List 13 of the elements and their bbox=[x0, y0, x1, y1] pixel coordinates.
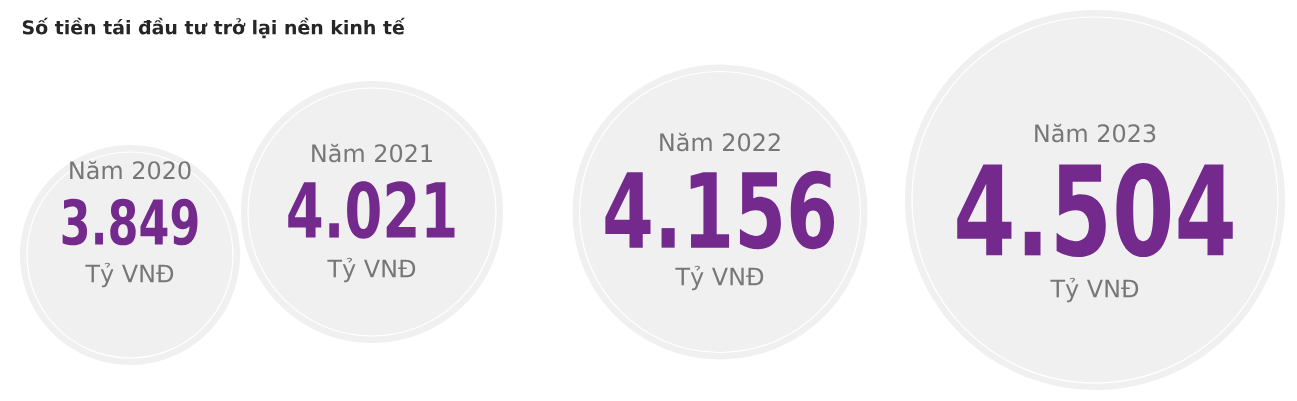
category-label: Năm 2022 bbox=[660, 132, 780, 152]
category-label: Năm 2020 bbox=[70, 160, 191, 180]
data-label: 4.504 bbox=[957, 162, 1233, 258]
text: Tỷ VNĐ bbox=[675, 265, 764, 291]
text: Tỷ VNĐ bbox=[327, 257, 416, 283]
data-label: 4.021 bbox=[288, 181, 455, 239]
data-label: 3.849 bbox=[62, 198, 198, 246]
data-label: 4.156 bbox=[605, 170, 835, 250]
category-label: Năm 2021 bbox=[312, 143, 432, 163]
text: Tỷ VNĐ bbox=[1050, 277, 1139, 303]
text: Số tiền tái đầu tư trở lại nền kinh tế bbox=[22, 17, 405, 39]
category-label: Năm 2023 bbox=[1035, 123, 1156, 143]
text: Tỷ VNĐ bbox=[85, 262, 174, 288]
